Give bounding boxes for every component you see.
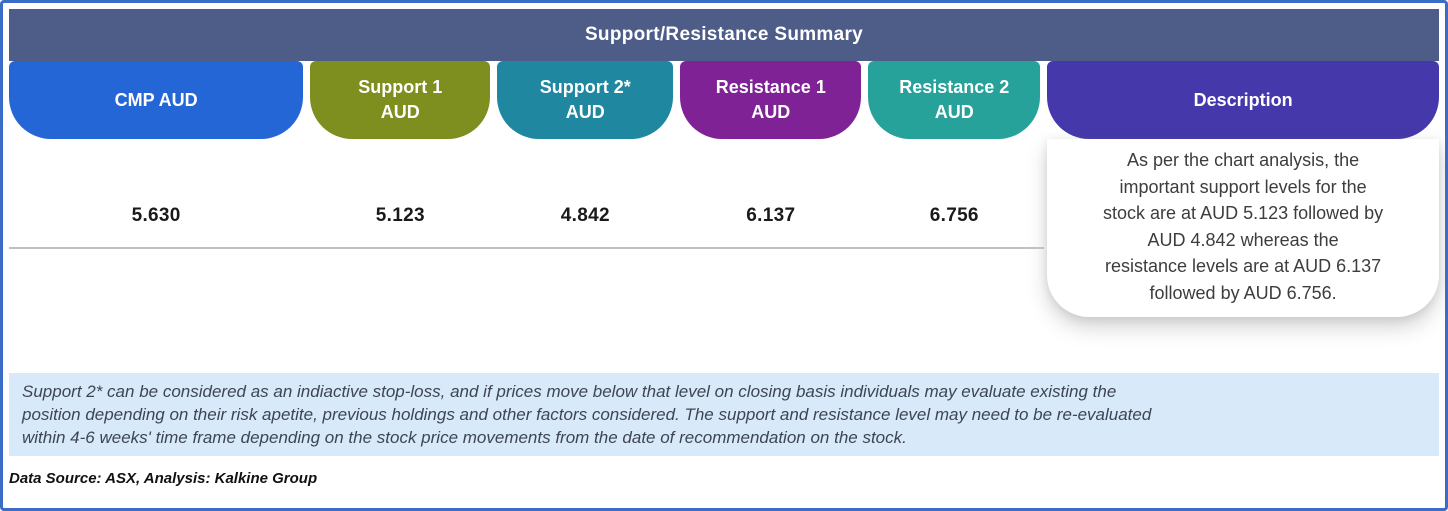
value-resistance2: 6.756 — [929, 205, 979, 226]
value-support2: 4.842 — [560, 205, 610, 226]
footnote-box: Support 2* can be considered as an india… — [9, 373, 1439, 456]
column-header-support2: Support 2* AUD — [497, 61, 674, 139]
table-title-bar: Support/Resistance Summary — [9, 9, 1439, 61]
table-title: Support/Resistance Summary — [584, 24, 864, 45]
column-header-support1: Support 1 AUD — [310, 61, 491, 139]
column-header-description: Description — [1047, 61, 1439, 139]
column-header-row: CMP AUD Support 1 AUD Support 2* AUD Res… — [9, 61, 1439, 139]
data-source-attribution: Data Source: ASX, Analysis: Kalkine Grou… — [9, 470, 318, 487]
column-header-resistance1: Resistance 1 AUD — [680, 61, 862, 139]
value-cmp: 5.630 — [131, 205, 181, 226]
description-card: As per the chart analysis, the important… — [1047, 139, 1439, 317]
row-divider-line — [9, 247, 1045, 249]
column-header-cmp: CMP AUD — [9, 61, 304, 139]
column-header-resistance2: Resistance 2 AUD — [868, 61, 1041, 139]
table-body-row: 5.630 5.123 4.842 6.137 6.756 As per the… — [9, 139, 1439, 317]
value-resistance1: 6.137 — [746, 205, 796, 226]
value-support1: 5.123 — [375, 205, 425, 226]
